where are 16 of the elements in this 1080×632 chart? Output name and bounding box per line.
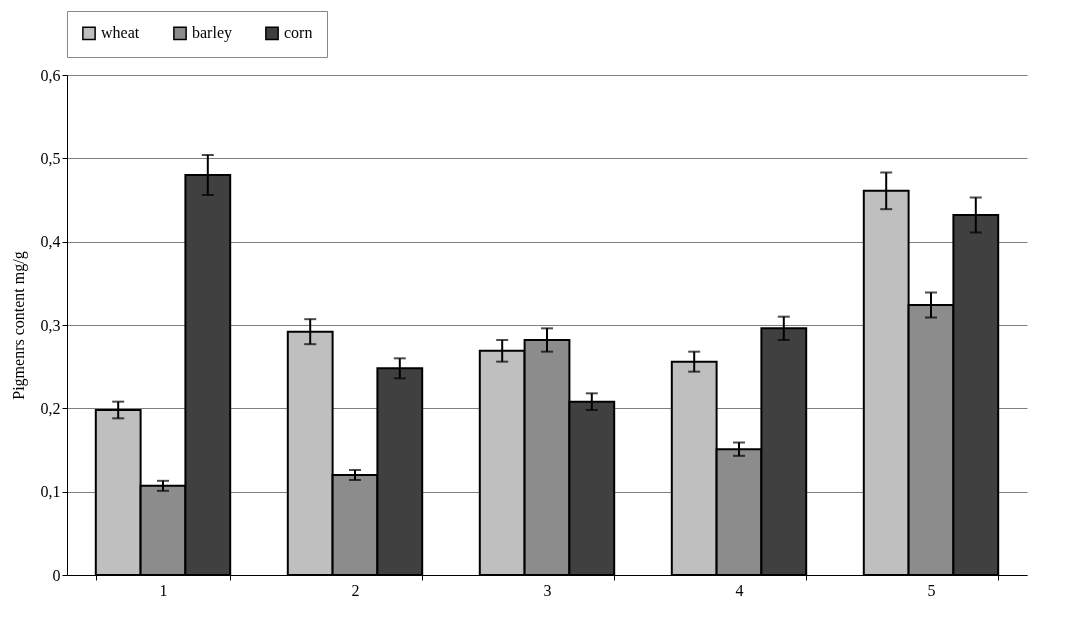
y-tick-label: 0,2: [40, 399, 61, 417]
y-tick-label: 0,5: [40, 149, 61, 167]
x-tick-label: 3: [543, 581, 552, 599]
y-tick-label: 0,4: [40, 233, 61, 251]
y-tick-label: 0,1: [40, 483, 61, 501]
y-tick-label: 0: [52, 566, 61, 584]
x-tick-label: 2: [351, 581, 360, 599]
legend-label: corn: [284, 24, 313, 42]
x-tick-label: 5: [927, 581, 936, 599]
legend-label: wheat: [101, 24, 140, 42]
legend-label: barley: [192, 24, 232, 43]
x-tick-label: 1: [159, 581, 168, 599]
y-tick-label: 0,6: [40, 66, 61, 84]
y-tick-label: 0,3: [40, 316, 61, 334]
y-axis-title: Pigmenrs content mg/g: [9, 251, 28, 400]
x-tick-label: 4: [735, 581, 744, 599]
